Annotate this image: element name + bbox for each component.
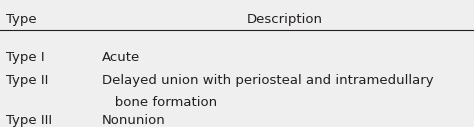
Text: Delayed union with periosteal and intramedullary: Delayed union with periosteal and intram… — [102, 74, 434, 87]
Text: Acute: Acute — [102, 51, 140, 64]
Text: bone formation: bone formation — [102, 96, 217, 109]
Text: Type I: Type I — [6, 51, 44, 64]
Text: Type: Type — [6, 13, 36, 26]
Text: Type II: Type II — [6, 74, 48, 87]
Text: Type III: Type III — [6, 114, 52, 127]
Text: Nonunion: Nonunion — [102, 114, 165, 127]
Text: Description: Description — [246, 13, 322, 26]
